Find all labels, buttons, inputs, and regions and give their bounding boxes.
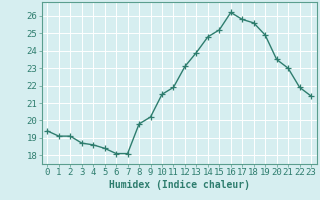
X-axis label: Humidex (Indice chaleur): Humidex (Indice chaleur) (109, 180, 250, 190)
